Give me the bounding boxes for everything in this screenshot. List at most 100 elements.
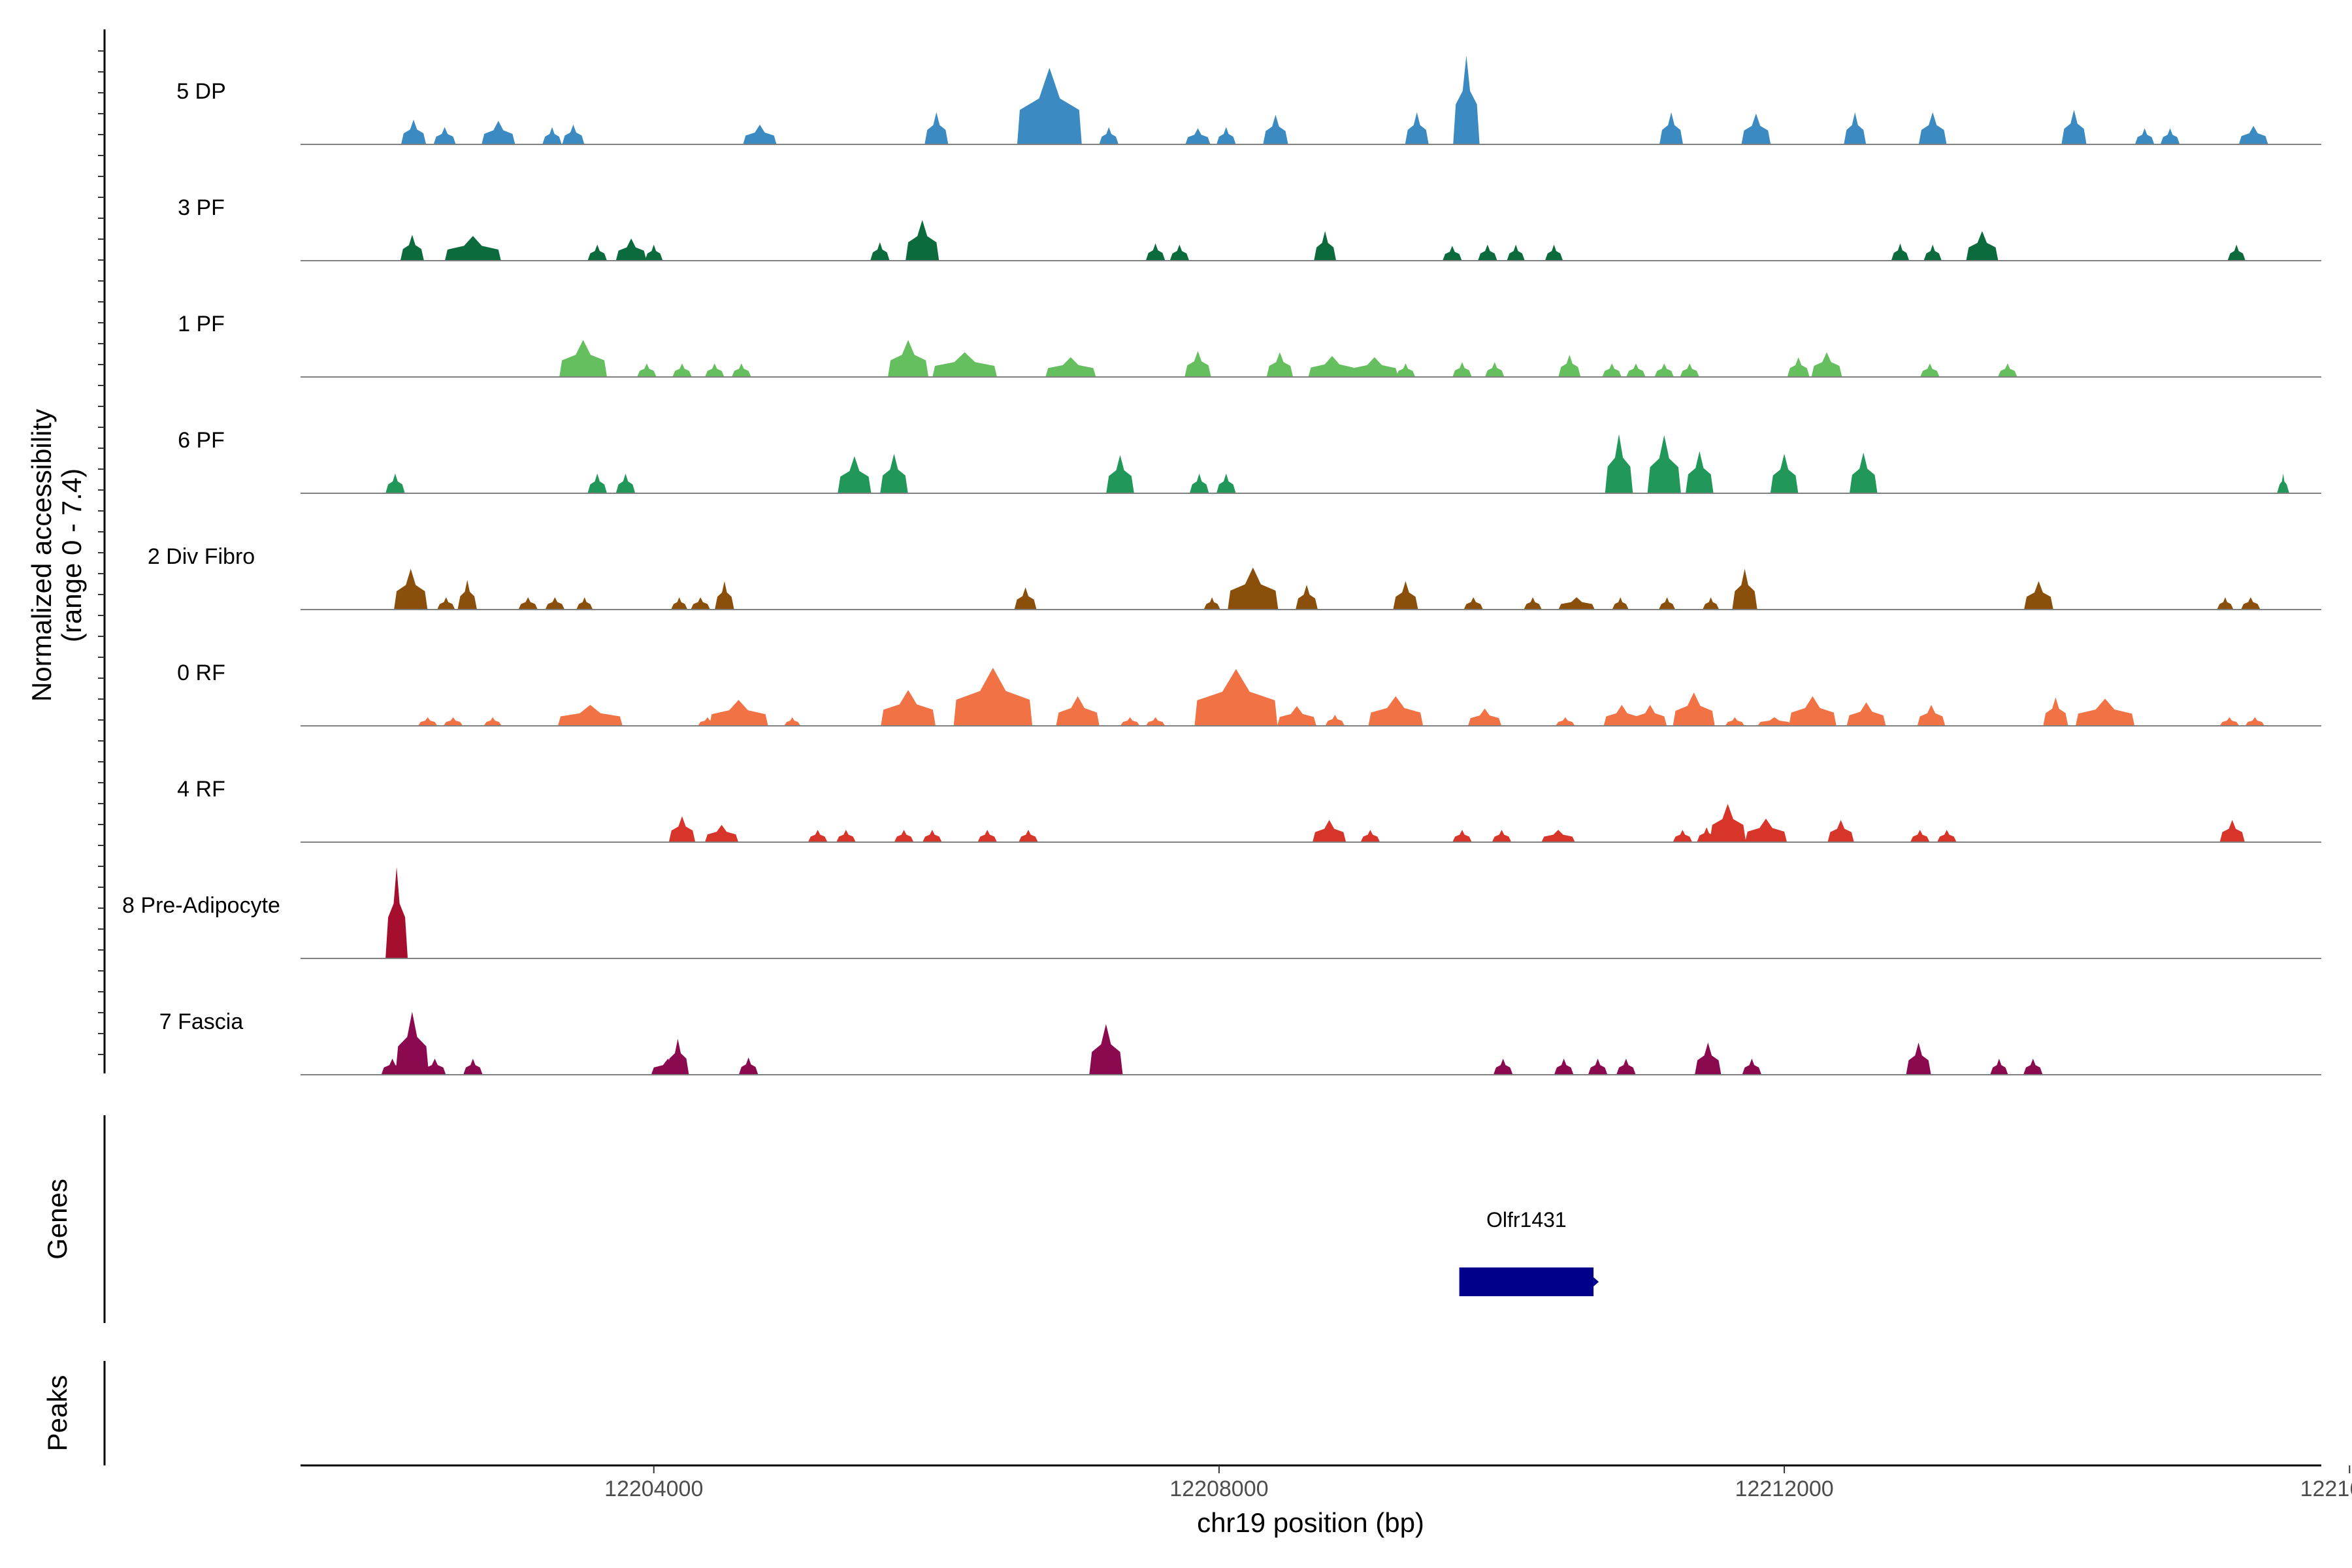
coverage-peak bbox=[1654, 363, 1674, 377]
coverage-peak bbox=[1360, 830, 1380, 842]
coverage-peak bbox=[1605, 434, 1633, 493]
coverage-peak bbox=[1263, 114, 1288, 144]
coverage-peak bbox=[2061, 110, 2087, 144]
coverage-peak bbox=[645, 244, 663, 261]
coverage-peak bbox=[1325, 714, 1345, 726]
coverage-peak bbox=[1314, 231, 1337, 261]
coverage-peak bbox=[394, 568, 428, 610]
coverage-peak bbox=[2024, 581, 2053, 610]
coverage-peak bbox=[1686, 451, 1714, 493]
track-label: 2 Div Fibro bbox=[148, 544, 255, 569]
coverage-peak bbox=[1296, 585, 1318, 610]
track-0-rf: 0 RF bbox=[177, 661, 2321, 727]
coverage-peak bbox=[888, 340, 929, 377]
coverage-peak bbox=[1045, 357, 1096, 377]
coverage-peak bbox=[953, 668, 1033, 726]
coverage-peak bbox=[2217, 597, 2234, 610]
coverage-peak bbox=[715, 581, 734, 610]
coverage-peak bbox=[1203, 597, 1220, 610]
coverage-peak bbox=[894, 830, 914, 842]
coverage-peak bbox=[1603, 704, 1641, 726]
x-tick-label: 12208000 bbox=[1169, 1477, 1268, 1501]
coverage-peak bbox=[2219, 717, 2240, 726]
coverage-peak bbox=[437, 597, 455, 610]
track-2-div-fibro: 2 Div Fibro bbox=[148, 544, 2321, 610]
coverage-peak bbox=[400, 235, 424, 261]
coverage-peak bbox=[1744, 819, 1788, 842]
coverage-peak bbox=[709, 700, 768, 726]
coverage-peak bbox=[1556, 717, 1575, 726]
coverage-peak bbox=[2227, 244, 2246, 261]
coverage-peak bbox=[1616, 1058, 1636, 1075]
coverage-peak bbox=[1732, 568, 1757, 610]
coverage-peak bbox=[417, 717, 438, 726]
coverage-peak bbox=[615, 238, 647, 261]
coverage-peak bbox=[400, 120, 427, 144]
coverage-peak bbox=[732, 363, 751, 377]
coverage-peak bbox=[1680, 363, 1699, 377]
track-label: 6 PF bbox=[178, 428, 225, 453]
coverage-peak bbox=[545, 597, 565, 610]
coverage-peak bbox=[1725, 717, 1745, 726]
coverage-peak bbox=[2277, 473, 2290, 493]
coverage-peak bbox=[666, 1039, 689, 1075]
coverage-peak bbox=[1827, 819, 1854, 842]
coverage-peak bbox=[836, 830, 856, 842]
coverage-peak bbox=[1846, 702, 1886, 726]
coverage-peak bbox=[1891, 243, 1910, 261]
coverage-peak bbox=[1966, 231, 1999, 261]
coverage-peak bbox=[1524, 597, 1542, 610]
coverage-peak bbox=[1910, 830, 1930, 842]
coverage-peak bbox=[2219, 819, 2245, 842]
coverage-peak bbox=[559, 340, 608, 377]
coverage-peak bbox=[1194, 668, 1278, 726]
y-axis: Normalized accessibility (range 0 - 7.4) bbox=[26, 29, 106, 1073]
x-axis: 12204000 12208000 12212000 12216000 chr19 p… bbox=[301, 1464, 2352, 1538]
coverage-peak bbox=[1492, 830, 1512, 842]
coverage-peak bbox=[1189, 473, 1209, 493]
coverage-peak bbox=[743, 124, 777, 144]
coverage-peak bbox=[1770, 453, 1799, 493]
y-axis-title: Normalized accessibility bbox=[26, 409, 57, 702]
track-3-pf: 3 PF bbox=[178, 195, 2321, 261]
gene-body bbox=[1459, 1267, 1594, 1296]
coverage-peak bbox=[1396, 363, 1416, 377]
track-4-rf: 4 RF bbox=[177, 777, 2321, 843]
coverage-peak bbox=[423, 1058, 446, 1075]
genes-panel-label: Genes bbox=[42, 1179, 73, 1260]
coverage-peak bbox=[2241, 597, 2261, 610]
y-axis-range-label: (range 0 - 7.4) bbox=[56, 468, 87, 642]
coverage-peak bbox=[1145, 717, 1166, 726]
coverage-peak bbox=[881, 690, 936, 726]
coverage-peak bbox=[1169, 244, 1190, 261]
coverage-peak bbox=[1266, 352, 1294, 377]
coverage-peak bbox=[1014, 587, 1037, 610]
coverage-peak bbox=[1056, 696, 1100, 726]
coverage-peak bbox=[1659, 112, 1684, 144]
coverage-peak bbox=[562, 124, 585, 144]
coverage-peak bbox=[433, 127, 456, 144]
track-label: 3 PF bbox=[178, 195, 225, 220]
coverage-peak bbox=[2245, 717, 2265, 726]
coverage-peak bbox=[1602, 363, 1622, 377]
track-8-pre-adipocyte: 8 Pre-Adipocyte bbox=[122, 867, 2321, 959]
track-7-fascia: 7 Fascia bbox=[159, 1009, 2321, 1075]
coverage-peak bbox=[385, 473, 405, 493]
coverage-peak bbox=[924, 112, 949, 144]
coverage-peak bbox=[1099, 127, 1119, 144]
coverage-peak bbox=[1787, 357, 1810, 377]
coverage-peak bbox=[2134, 128, 2155, 144]
coverage-peak bbox=[1442, 246, 1462, 261]
coverage-peak bbox=[542, 127, 562, 144]
coverage-peak bbox=[1647, 435, 1681, 493]
coverage-peak bbox=[1216, 127, 1236, 144]
coverage-peak bbox=[1757, 717, 1791, 726]
coverage-peak bbox=[1452, 830, 1472, 842]
coverage-peak bbox=[1709, 804, 1746, 842]
coverage-peak bbox=[518, 597, 538, 610]
x-tick-label: 12204000 bbox=[604, 1477, 703, 1501]
coverage-peak bbox=[1920, 363, 1940, 377]
coverage-peak bbox=[483, 717, 502, 726]
coverage-peak bbox=[2238, 125, 2268, 144]
